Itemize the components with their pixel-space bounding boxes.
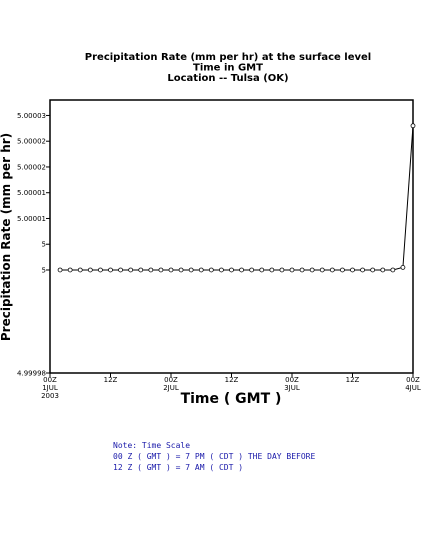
x-tick-label: 00Z [406, 376, 420, 384]
note-line: 12 Z ( GMT ) = 7 AM ( CDT ) [113, 463, 244, 472]
data-point [269, 267, 275, 273]
data-point [98, 267, 103, 273]
data-point [319, 267, 325, 273]
x-tick-label: 00Z [43, 376, 57, 384]
data-point [148, 267, 154, 273]
time-scale-note: Note: Time Scale 00 Z ( GMT ) = 7 PM ( C… [113, 440, 315, 473]
data-point [410, 123, 416, 129]
y-tick-label: 5 [42, 241, 46, 249]
y-tick-label: 5.00002 [17, 163, 46, 171]
data-point [340, 267, 345, 273]
data-point [350, 267, 355, 273]
x-tick-label: 00Z [285, 376, 299, 384]
data-point [229, 267, 234, 273]
data-point [239, 267, 244, 273]
x-tick-label: 12Z [104, 376, 118, 384]
x-tick-date-label: 1JUL [42, 384, 58, 392]
data-point [329, 267, 335, 273]
x-tick-date-label: 4JUL [405, 384, 421, 392]
chart-title-line: Precipitation Rate (mm per hr) at the su… [85, 52, 371, 63]
precipitation-chart: Precipitation Rate (mm per hr) at the su… [0, 52, 421, 407]
x-tick-date-label: 2JUL [163, 384, 179, 392]
plot-frame [49, 99, 414, 374]
data-point [168, 267, 174, 273]
note-line: Note: Time Scale [113, 441, 191, 450]
data-point [178, 267, 184, 273]
data-point [118, 267, 123, 273]
data-point [128, 267, 134, 273]
data-point [198, 267, 204, 273]
data-point [360, 267, 365, 273]
data-point [299, 267, 305, 273]
data-point [188, 267, 194, 273]
y-tick-label: 5.00001 [17, 189, 46, 197]
data-point [158, 267, 164, 273]
data-point [208, 267, 214, 273]
data-point [87, 267, 93, 273]
y-tick-label: 5.00001 [17, 215, 46, 223]
x-axis-label: Time ( GMT ) [181, 391, 282, 407]
y-tick-label: 5.00003 [17, 112, 46, 120]
data-point [219, 267, 224, 273]
data-point [108, 267, 113, 273]
data-point [400, 265, 406, 270]
data-point [138, 267, 144, 273]
data-point [279, 267, 285, 273]
note-line: 00 Z ( GMT ) = 7 PM ( CDT ) THE DAY BEFO… [113, 452, 316, 461]
x-tick-date-label: 3JUL [284, 384, 300, 392]
data-point [370, 267, 376, 273]
x-tick-label: 12Z [346, 376, 360, 384]
y-tick-label: 5.00002 [17, 138, 46, 146]
series-line [60, 125, 414, 271]
data-point [249, 267, 255, 273]
data-point [77, 267, 83, 273]
data-point [289, 267, 295, 273]
y-axis-label: Precipitation Rate (mm per hr) [0, 133, 13, 341]
x-tick-year-label: 2003 [41, 392, 59, 400]
data-point [309, 267, 315, 273]
x-tick-label: 00Z [164, 376, 178, 384]
chart-title-line: Location -- Tulsa (OK) [167, 73, 288, 84]
data-point [390, 267, 396, 273]
data-point [380, 267, 386, 273]
chart-title-line: Time in GMT [193, 63, 263, 74]
data-point [67, 267, 73, 273]
data-point [57, 267, 63, 273]
data-point [259, 267, 265, 273]
y-tick-label: 4.99998 [17, 370, 46, 378]
x-tick-label: 12Z [225, 376, 239, 384]
y-tick-label: 5 [42, 266, 46, 274]
